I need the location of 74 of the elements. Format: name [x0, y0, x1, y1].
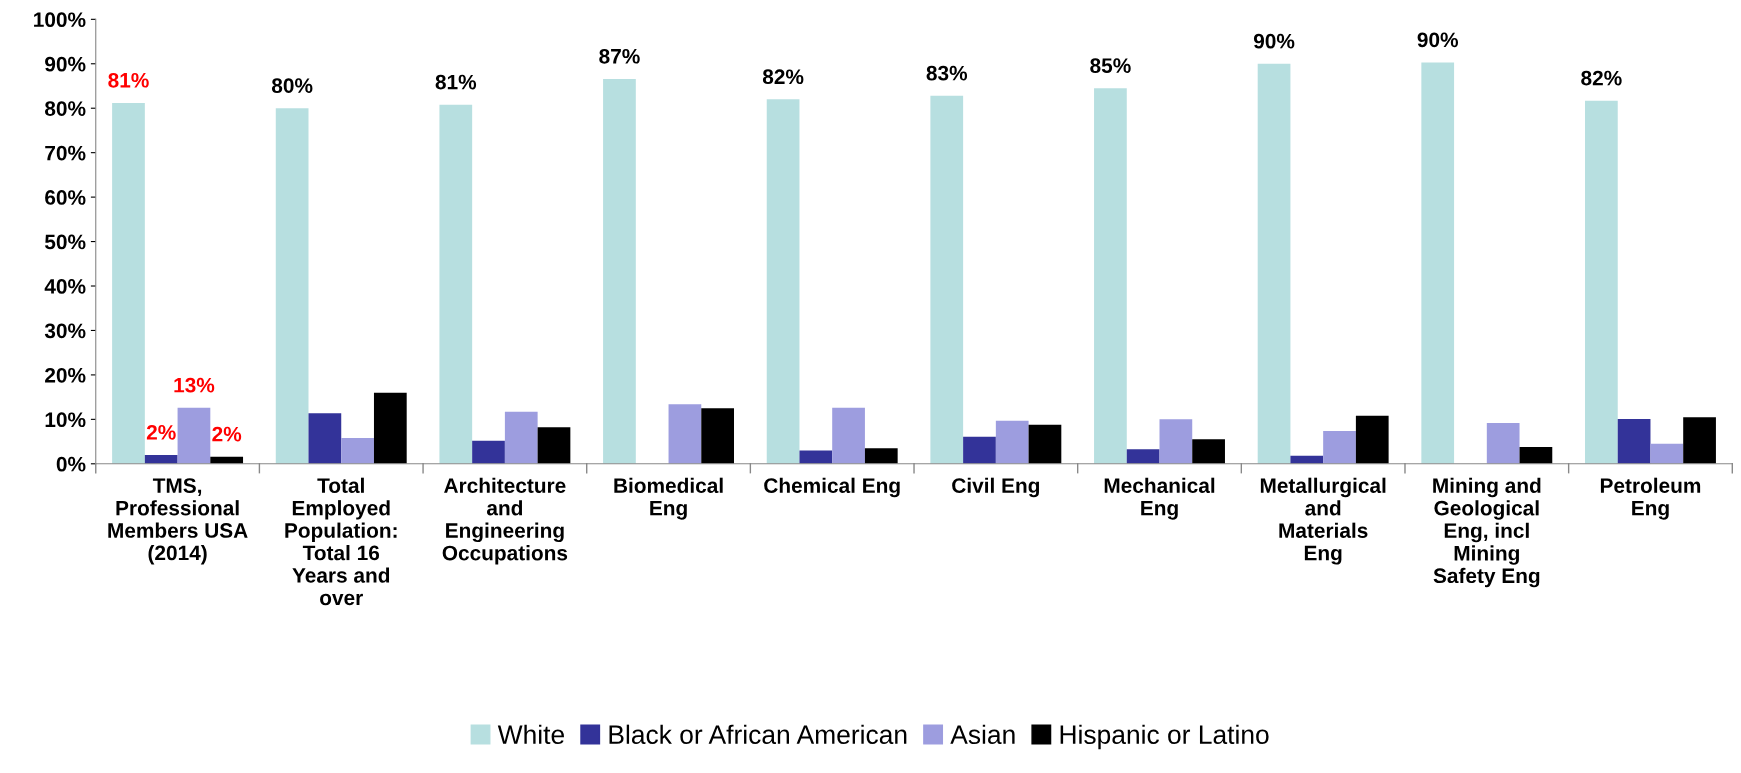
bar: [1159, 419, 1193, 464]
x-tick-label: Biomedical Eng: [614, 477, 723, 520]
y-tick-label: 90%: [45, 56, 86, 72]
bar: [472, 440, 505, 464]
data-label: 87%: [599, 48, 640, 64]
bar: [1421, 62, 1455, 464]
bar: [1650, 443, 1684, 464]
data-label: 81%: [108, 72, 149, 88]
bar: [1519, 446, 1553, 464]
y-tick-label: 100%: [34, 12, 86, 28]
data-label: 2%: [212, 426, 242, 442]
bar: [1192, 439, 1225, 464]
bar: [766, 99, 800, 464]
bar: [701, 408, 735, 464]
x-tick-label: Mechanical Eng: [1104, 477, 1215, 520]
x-tick-label: Metallurgical and Materials Eng: [1260, 477, 1386, 565]
bar: [1585, 100, 1618, 464]
bar: [112, 102, 145, 464]
y-tick-label: 0%: [56, 456, 86, 472]
bar: [832, 407, 865, 464]
bar: [144, 454, 178, 464]
bar: [1355, 415, 1389, 464]
x-tick-label: TMS, Professional Members USA (2014): [108, 478, 248, 565]
bar: [1094, 88, 1127, 464]
y-tick-label: 20%: [45, 367, 86, 383]
bar: [1323, 430, 1356, 464]
legend-label: Asian: [950, 724, 1015, 745]
data-label: 80%: [271, 78, 313, 93]
bar: [1257, 63, 1291, 464]
bar: [1617, 418, 1651, 464]
data-label: 90%: [1417, 32, 1459, 48]
bar: [504, 411, 538, 464]
y-tick-label: 10%: [45, 412, 86, 428]
x-tick-label: Total Employed Population: Total 16 Years and over: [285, 477, 397, 606]
bar: [275, 108, 309, 464]
x-tick-label: Architecture and Engineering Occupations: [442, 477, 568, 565]
x-tick-label: Chemical Eng: [764, 477, 900, 498]
data-label: 82%: [1581, 70, 1622, 86]
bar: [1028, 424, 1062, 464]
legend-label: Black or African American: [609, 724, 907, 745]
data-label: 90%: [1253, 33, 1295, 49]
data-label: 81%: [435, 74, 477, 90]
bar: [537, 427, 571, 464]
bar: [177, 407, 211, 464]
bar: [603, 78, 636, 464]
y-tick-label: 40%: [44, 279, 86, 294]
legend-label: White: [497, 724, 564, 745]
bar: [1683, 417, 1716, 464]
data-label: 82%: [762, 69, 804, 85]
bar: [439, 104, 473, 464]
x-tick-label: Civil Eng: [952, 477, 1040, 498]
x-tick-label: Petroleum Eng: [1600, 477, 1701, 520]
x-tick-label: Mining and Geological Eng, incl Mining Safety Eng: [1433, 477, 1541, 588]
y-tick-label: 80%: [45, 101, 86, 116]
bar: [963, 436, 996, 464]
bar: [930, 95, 964, 464]
data-label: 13%: [174, 377, 215, 393]
y-tick-label: 60%: [45, 190, 86, 205]
y-tick-label: 50%: [44, 234, 86, 250]
bar: [995, 420, 1029, 464]
bar: [1486, 422, 1520, 464]
bar: [341, 438, 374, 464]
data-label: 2%: [146, 424, 176, 440]
bar: [373, 392, 407, 464]
bar: [308, 413, 342, 464]
y-tick-label: 30%: [44, 323, 86, 339]
bar: [668, 404, 702, 464]
bar: [799, 450, 833, 464]
bar: [1126, 449, 1160, 464]
data-label: 83%: [926, 65, 968, 81]
data-label: 85%: [1090, 58, 1131, 73]
bar: [864, 448, 898, 464]
y-tick-label: 70%: [45, 145, 86, 161]
legend-label: Hispanic or Latino: [1060, 724, 1269, 750]
